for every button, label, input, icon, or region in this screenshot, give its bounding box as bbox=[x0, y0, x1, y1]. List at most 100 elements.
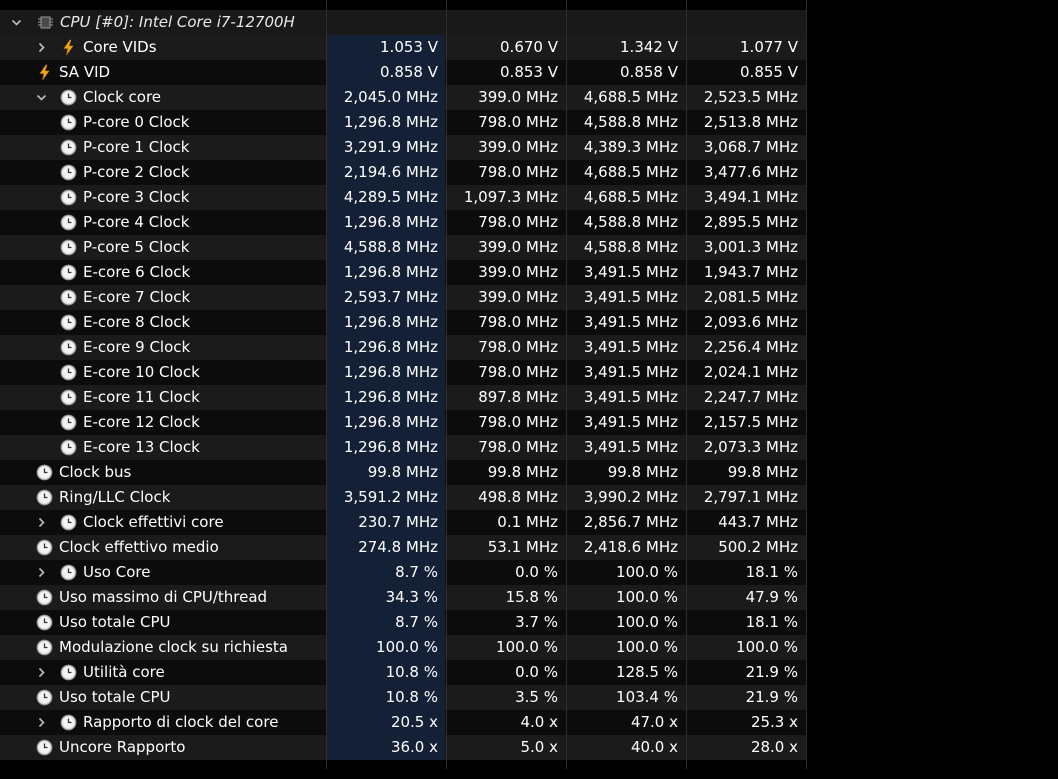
max-value: 3,491.5 MHz bbox=[583, 338, 678, 356]
avg-value: 3,477.6 MHz bbox=[703, 163, 798, 181]
max-value: 100.0 % bbox=[616, 588, 678, 606]
column-divider bbox=[326, 0, 327, 769]
sensor-row[interactable]: Ring/LLC Clock 3,591.2 MHz 498.8 MHz 3,990.… bbox=[0, 485, 806, 510]
sensor-row[interactable]: Rapporto di clock del core 20.5 x 4.0 x 47.… bbox=[0, 710, 806, 735]
min-value: 0.670 V bbox=[500, 38, 558, 56]
sensor-label: E-core 6 Clock bbox=[83, 263, 191, 281]
sensor-name-cell[interactable]: P-core 3 Clock bbox=[0, 185, 326, 210]
sensor-row[interactable]: P-core 5 Clock 4,588.8 MHz 399.0 MHz 4,588.… bbox=[0, 235, 806, 260]
sensor-row[interactable]: E-core 13 Clock 1,296.8 MHz 798.0 MHz 3,491… bbox=[0, 435, 806, 460]
sensor-name-cell[interactable]: P-core 2 Clock bbox=[0, 160, 326, 185]
sensor-name-cell[interactable]: SA VID bbox=[0, 60, 326, 85]
sensor-row[interactable]: E-core 6 Clock 1,296.8 MHz 399.0 MHz 3,491.… bbox=[0, 260, 806, 285]
sensor-row[interactable]: E-core 10 Clock 1,296.8 MHz 798.0 MHz 3,491… bbox=[0, 360, 806, 385]
chevron-right-icon[interactable] bbox=[35, 35, 47, 60]
sensor-row[interactable]: E-core 9 Clock 1,296.8 MHz 798.0 MHz 3,491.… bbox=[0, 335, 806, 360]
sensor-row[interactable]: Core VIDs 1.053 V 0.670 V 1.342 V 1.077 V bbox=[0, 35, 806, 60]
sensor-row[interactable]: Uso Core 8.7 % 0.0 % 100.0 % 18.1 % bbox=[0, 560, 806, 585]
sensor-name-cell[interactable]: Uso totale CPU bbox=[0, 685, 326, 710]
current-value: 1,296.8 MHz bbox=[327, 260, 445, 285]
sensor-name-cell[interactable]: E-core 10 Clock bbox=[0, 360, 326, 385]
sensor-name-cell[interactable]: Core VIDs bbox=[0, 35, 326, 60]
sensor-name-cell[interactable]: P-core 1 Clock bbox=[0, 135, 326, 160]
sensor-name-cell[interactable]: E-core 11 Clock bbox=[0, 385, 326, 410]
sensor-row[interactable]: P-core 4 Clock 1,296.8 MHz 798.0 MHz 4,588.… bbox=[0, 210, 806, 235]
sensor-label: Uso totale CPU bbox=[59, 688, 171, 706]
sensor-label: E-core 8 Clock bbox=[83, 313, 191, 331]
sensor-name-cell[interactable]: Uso Core bbox=[0, 560, 326, 585]
sensor-name-cell[interactable]: E-core 8 Clock bbox=[0, 310, 326, 335]
max-value: 3,491.5 MHz bbox=[583, 288, 678, 306]
sensor-row[interactable]: Clock effettivi core 230.7 MHz 0.1 MHz 2,85… bbox=[0, 510, 806, 535]
sensor-row[interactable]: Clock bus 99.8 MHz 99.8 MHz 99.8 MHz 99.8 MH… bbox=[0, 460, 806, 485]
avg-value: 21.9 % bbox=[745, 663, 798, 681]
sensor-name-cell[interactable]: Modulazione clock su richiesta bbox=[0, 635, 326, 660]
sensor-row[interactable]: Uncore Rapporto 36.0 x 5.0 x 40.0 x 28.0 x bbox=[0, 735, 806, 760]
chevron-down-icon[interactable] bbox=[35, 85, 47, 110]
sensor-name-cell[interactable]: E-core 12 Clock bbox=[0, 410, 326, 435]
sensor-label: Modulazione clock su richiesta bbox=[59, 638, 288, 656]
sensor-row[interactable]: Utilità core 10.8 % 0.0 % 128.5 % 21.9 % bbox=[0, 660, 806, 685]
sensor-name-cell[interactable]: Clock bus bbox=[0, 460, 326, 485]
min-value: 399.0 MHz bbox=[478, 288, 558, 306]
column-divider bbox=[566, 0, 567, 769]
sensor-row[interactable]: Uso totale CPU 8.7 % 3.7 % 100.0 % 18.1 % bbox=[0, 610, 806, 635]
max-value: 2,418.6 MHz bbox=[583, 538, 678, 556]
sensor-name-cell[interactable]: E-core 9 Clock bbox=[0, 335, 326, 360]
sensor-name-cell[interactable]: E-core 6 Clock bbox=[0, 260, 326, 285]
sensor-name-cell[interactable]: P-core 0 Clock bbox=[0, 110, 326, 135]
min-value: 0.0 % bbox=[515, 663, 558, 681]
chevron-right-icon[interactable] bbox=[35, 560, 47, 585]
sensor-row[interactable]: P-core 3 Clock 4,289.5 MHz 1,097.3 MHz 4,68… bbox=[0, 185, 806, 210]
clock-icon bbox=[60, 114, 77, 131]
sensor-name-cell[interactable]: E-core 13 Clock bbox=[0, 435, 326, 460]
sensor-row[interactable]: E-core 8 Clock 1,296.8 MHz 798.0 MHz 3,491.… bbox=[0, 310, 806, 335]
sensor-name-cell[interactable]: Uso totale CPU bbox=[0, 610, 326, 635]
current-value: 8.7 % bbox=[327, 610, 445, 635]
group-header-cpu[interactable]: CPU [#0]: Intel Core i7-12700H bbox=[0, 10, 806, 35]
min-value: 53.1 MHz bbox=[487, 538, 558, 556]
sensor-label: Clock effettivi core bbox=[83, 513, 224, 531]
current-value: 3,291.9 MHz bbox=[327, 135, 445, 160]
sensor-row[interactable]: E-core 7 Clock 2,593.7 MHz 399.0 MHz 3,491.… bbox=[0, 285, 806, 310]
sensor-name-cell[interactable]: Uso massimo di CPU/thread bbox=[0, 585, 326, 610]
sensor-name-cell[interactable]: P-core 4 Clock bbox=[0, 210, 326, 235]
chevron-right-icon[interactable] bbox=[35, 710, 47, 735]
chevron-right-icon[interactable] bbox=[35, 510, 47, 535]
max-value: 3,491.5 MHz bbox=[583, 413, 678, 431]
sensor-label: Uso Core bbox=[83, 563, 151, 581]
min-value: 4.0 x bbox=[520, 713, 559, 731]
sensor-row[interactable]: E-core 11 Clock 1,296.8 MHz 897.8 MHz 3,491… bbox=[0, 385, 806, 410]
chevron-down-icon[interactable] bbox=[10, 10, 22, 35]
sensor-name-cell[interactable]: Rapporto di clock del core bbox=[0, 710, 326, 735]
sensor-row[interactable]: Clock effettivo medio 274.8 MHz 53.1 MHz 2,… bbox=[0, 535, 806, 560]
min-value: 5.0 x bbox=[520, 738, 559, 756]
sensor-name-cell[interactable]: E-core 7 Clock bbox=[0, 285, 326, 310]
current-value: 1,296.8 MHz bbox=[327, 110, 445, 135]
sensor-row[interactable]: E-core 12 Clock 1,296.8 MHz 798.0 MHz 3,491… bbox=[0, 410, 806, 435]
sensor-row[interactable]: P-core 1 Clock 3,291.9 MHz 399.0 MHz 4,389.… bbox=[0, 135, 806, 160]
max-value: 3,491.5 MHz bbox=[583, 438, 678, 456]
sensor-name-cell[interactable]: Ring/LLC Clock bbox=[0, 485, 326, 510]
sensor-row[interactable]: Modulazione clock su richiesta 100.0 % 100… bbox=[0, 635, 806, 660]
sensor-row[interactable]: Clock core 2,045.0 MHz 399.0 MHz 4,688.5 MH… bbox=[0, 85, 806, 110]
sensor-row[interactable]: Uso massimo di CPU/thread 34.3 % 15.8 % 100… bbox=[0, 585, 806, 610]
avg-value: 99.8 MHz bbox=[727, 463, 798, 481]
current-value: 2,045.0 MHz bbox=[327, 85, 445, 110]
sensor-name-cell[interactable]: Clock core bbox=[0, 85, 326, 110]
sensor-label: Ring/LLC Clock bbox=[59, 488, 171, 506]
sensor-name-cell[interactable]: Clock effettivo medio bbox=[0, 535, 326, 560]
current-value: 1,296.8 MHz bbox=[327, 410, 445, 435]
sensor-name-cell[interactable]: Clock effettivi core bbox=[0, 510, 326, 535]
group-name-cell[interactable]: CPU [#0]: Intel Core i7-12700H bbox=[0, 10, 326, 35]
sensor-row[interactable]: SA VID 0.858 V 0.853 V 0.858 V 0.855 V bbox=[0, 60, 806, 85]
sensor-name-cell[interactable]: Uncore Rapporto bbox=[0, 735, 326, 760]
chevron-right-icon[interactable] bbox=[35, 660, 47, 685]
sensor-row[interactable]: P-core 0 Clock 1,296.8 MHz 798.0 MHz 4,588.… bbox=[0, 110, 806, 135]
max-value: 3,990.2 MHz bbox=[583, 488, 678, 506]
sensor-row[interactable]: P-core 2 Clock 2,194.6 MHz 798.0 MHz 4,688.… bbox=[0, 160, 806, 185]
avg-value: 1,943.7 MHz bbox=[703, 263, 798, 281]
sensor-name-cell[interactable]: P-core 5 Clock bbox=[0, 235, 326, 260]
sensor-name-cell[interactable]: Utilità core bbox=[0, 660, 326, 685]
sensor-row[interactable]: Uso totale CPU 10.8 % 3.5 % 103.4 % 21.9 % bbox=[0, 685, 806, 710]
